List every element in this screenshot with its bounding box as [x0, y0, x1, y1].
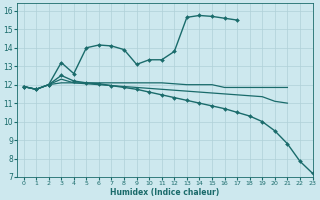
X-axis label: Humidex (Indice chaleur): Humidex (Indice chaleur) [110, 188, 220, 197]
